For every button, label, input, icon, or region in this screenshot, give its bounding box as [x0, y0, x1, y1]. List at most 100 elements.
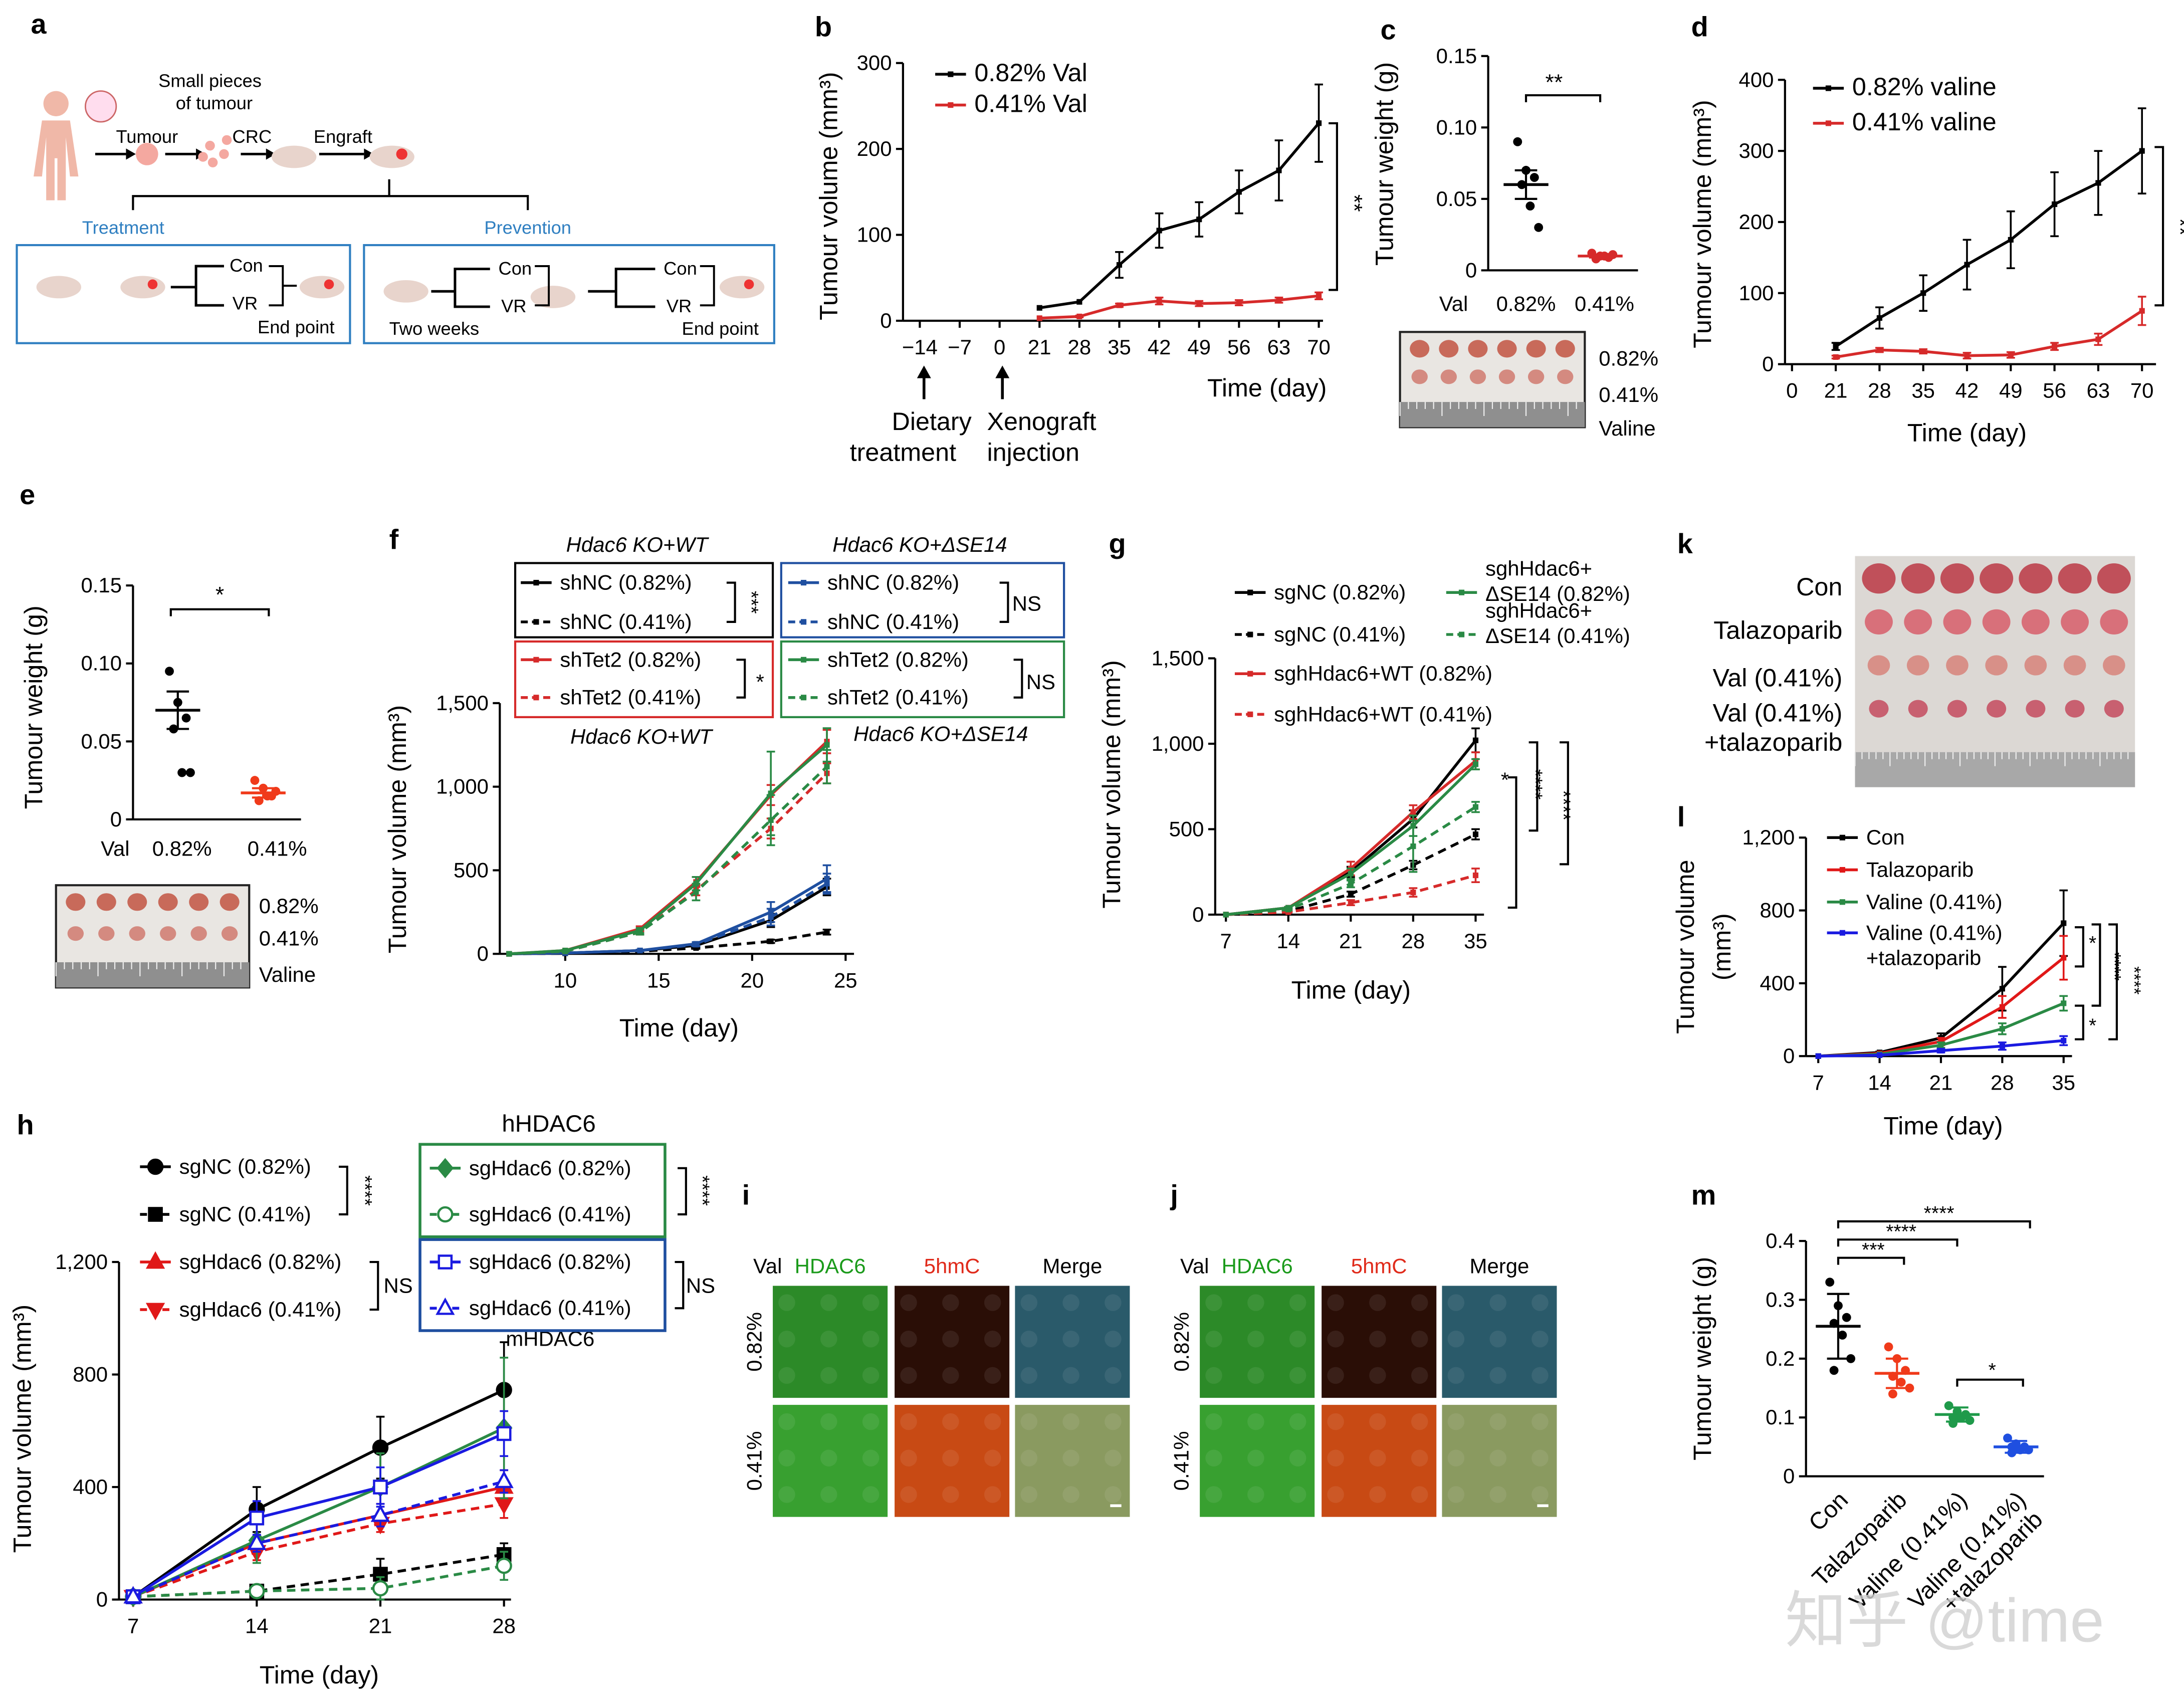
cell-texture: [1205, 1486, 1222, 1503]
mouse-icon: [36, 276, 82, 299]
y-tick-label: 500: [1169, 817, 1204, 840]
significance-bracket: [726, 581, 736, 623]
microscopy-image: [1442, 1405, 1557, 1517]
y-tick-label: 1,000: [436, 775, 489, 798]
significance-bracket: [2108, 923, 2118, 1040]
significance-bracket: [1524, 94, 1602, 103]
cell-texture: [942, 1294, 959, 1311]
data-point: [438, 1254, 453, 1269]
data-point: [1833, 354, 1839, 360]
tumour: [158, 893, 178, 911]
data-point: [1236, 300, 1242, 306]
y-axis-label: Tumour weight (g): [19, 605, 48, 809]
row-label: 0.41%: [1170, 1431, 1193, 1491]
series-line: [1835, 309, 2143, 359]
cell-texture: [778, 1449, 795, 1467]
data-point: [1530, 173, 1539, 182]
tumour: [1411, 369, 1428, 384]
tumour: [1527, 369, 1545, 384]
tumour: [1906, 655, 1929, 676]
data-point: [1410, 890, 1416, 896]
data-point: [249, 1510, 265, 1526]
tumour: [2026, 700, 2046, 718]
crc-pieces-icon: [222, 135, 232, 145]
significance-bracket: [1507, 776, 1517, 909]
graft-icon: [396, 148, 407, 160]
data-point: [1276, 167, 1282, 173]
tumour: [189, 893, 209, 911]
data-point: [1472, 831, 1479, 837]
cell-texture: [778, 1486, 795, 1503]
significance-label: ***: [740, 591, 762, 614]
data-point: [1472, 872, 1479, 879]
cell-texture: [1105, 1449, 1122, 1467]
legend-label: ΔSE14 (0.82%): [1485, 582, 1630, 605]
cell-texture: [1062, 1367, 1079, 1384]
microscopy-image: [1442, 1286, 1557, 1398]
data-point: [436, 1158, 454, 1179]
x-tick-label: 42: [1148, 335, 1171, 359]
cell-texture: [942, 1367, 959, 1384]
arrowhead: [364, 148, 374, 160]
x-tick-label: 0: [994, 335, 1005, 359]
cell-texture: [1532, 1294, 1549, 1311]
data-point: [372, 1580, 389, 1597]
legend-label: 0.41% valine: [1852, 107, 1997, 136]
cell-texture: [1062, 1330, 1079, 1348]
significance-label: *: [2089, 1015, 2096, 1037]
cell-texture: [820, 1486, 837, 1503]
label: 0.82%: [1599, 346, 1658, 370]
data-point: [1838, 1330, 1847, 1340]
y-tick-label: 1,000: [1152, 732, 1204, 755]
x-axis-label: Time (day): [1883, 1112, 2003, 1140]
row-label: +talazoparib: [1704, 728, 1842, 756]
row-label: Talazoparib: [1713, 615, 1842, 644]
data-point: [1156, 298, 1162, 304]
cell-texture: [1447, 1294, 1465, 1311]
mouse-icon: [271, 145, 317, 168]
data-point: [637, 947, 643, 954]
row-label: Con: [1796, 572, 1842, 601]
data-point: [1316, 293, 1322, 299]
x-tick-label: 28: [492, 1614, 516, 1638]
group-label: Hdac6 KO+ΔSE14: [853, 722, 1028, 745]
tumour: [1987, 700, 2007, 718]
tumour: [2097, 563, 2131, 594]
cell-texture: [1489, 1294, 1506, 1311]
data-point: [1829, 1366, 1839, 1375]
data-point: [1905, 1383, 1914, 1393]
cell-texture: [820, 1367, 837, 1384]
legend-label: 0.82% Val: [974, 58, 1087, 87]
series-line: [132, 1480, 505, 1598]
significance-label: ****: [1524, 769, 1546, 800]
data-point: [250, 776, 260, 785]
data-point: [496, 1558, 512, 1574]
significance-label: ****: [1924, 1203, 1954, 1224]
tumour: [2058, 563, 2092, 594]
data-point: [824, 929, 830, 935]
tumour: [2100, 609, 2128, 635]
y-tick-label: 0.3: [1766, 1288, 1795, 1311]
data-point: [145, 1251, 165, 1269]
cell-texture: [1411, 1449, 1428, 1467]
y-tick-label: 0.05: [81, 729, 122, 753]
data-point: [1247, 711, 1253, 717]
label: VR: [233, 293, 258, 314]
significance-bracket: [736, 659, 746, 699]
y-tick-label: 400: [1739, 68, 1774, 91]
data-point: [1825, 120, 1832, 126]
label: Con: [664, 258, 697, 279]
data-point: [177, 768, 187, 777]
data-point: [1964, 353, 1970, 359]
mouse-icon: [120, 276, 165, 299]
x-tick-label: 7: [1220, 929, 1232, 953]
legend-label: shTet2 (0.82%): [827, 648, 969, 671]
series-line: [509, 744, 828, 955]
data-point: [1276, 297, 1282, 303]
legend-label: sghHdac6+WT (0.82%): [1274, 662, 1492, 685]
legend-label: sghHdac6+WT (0.41%): [1274, 702, 1492, 726]
category-label: 0.82%: [1496, 292, 1556, 315]
cell-texture: [1062, 1294, 1079, 1311]
legend-label: shTet2 (0.41%): [827, 686, 969, 709]
data-point: [2139, 308, 2145, 314]
